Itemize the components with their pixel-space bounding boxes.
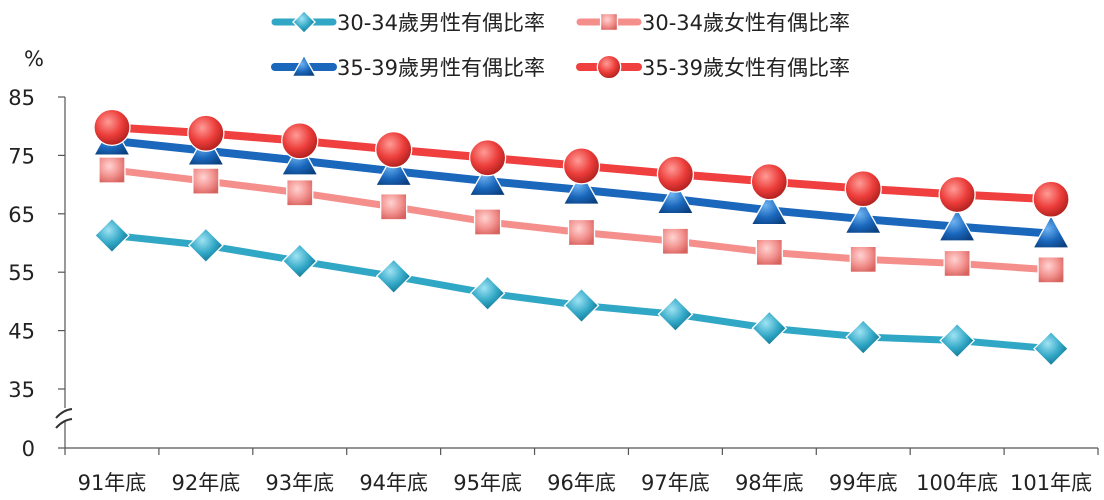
triangle-marker (291, 53, 317, 78)
series-layer (92, 108, 1071, 367)
circle-marker (750, 163, 788, 201)
diamond-marker (281, 243, 318, 280)
x-tick-label: 97年底 (641, 471, 710, 495)
x-tick-label: 91年底 (78, 471, 147, 495)
circle-marker (844, 170, 882, 208)
diamond-marker (657, 296, 694, 333)
y-tick-group: 0 35 45 55 65 75 85 (8, 86, 65, 461)
triangle-marker (562, 170, 601, 205)
legend-label: 35-39歲女性有偶比率 (642, 56, 850, 80)
legend-label: 30-34歲女性有偶比率 (642, 11, 850, 35)
square-marker (849, 245, 877, 274)
circle-marker (1032, 180, 1070, 218)
triangle-marker (656, 179, 695, 215)
y-axis-unit-label: % (24, 47, 44, 71)
x-tick-group: 91年底 92年底 93年底 94年底 95年底 96年底 97年底 98年底 99年底 100年… (64, 448, 1099, 495)
square-marker (473, 208, 502, 236)
y-tick-label: 55 (8, 261, 35, 285)
y-tick-label: 75 (8, 144, 35, 168)
triangle-marker (1031, 214, 1071, 249)
legend-label: 35-39歲男性有偶比率 (337, 56, 545, 80)
diamond-marker (1033, 330, 1069, 367)
triangle-marker (374, 151, 413, 187)
square-marker (192, 167, 220, 195)
diamond-marker (751, 310, 788, 347)
diamond-marker (375, 258, 412, 295)
diamond-marker (187, 227, 224, 264)
square-marker (380, 193, 408, 221)
diamond-marker (939, 322, 976, 359)
x-tick-label: 100年底 (916, 471, 998, 495)
circle-marker (281, 122, 319, 160)
triangle-marker (844, 199, 883, 235)
diamond-marker (563, 287, 600, 324)
x-tick-label: 93年底 (265, 471, 334, 495)
circle-marker (468, 139, 507, 177)
circle-marker (938, 175, 976, 214)
x-tick-label: 99年底 (829, 471, 898, 495)
diamond-marker (469, 275, 506, 312)
x-tick-label: 98年底 (735, 471, 804, 495)
legend: 30-34歲男性有偶比率 30-34歲女性有偶比率 35-39歲男性有偶比率 35-3… (271, 10, 850, 80)
y-tick-label: 0 (22, 437, 35, 461)
triangle-marker (938, 207, 977, 242)
x-tick-label: 92年底 (171, 471, 240, 495)
x-tick-label: 95年底 (453, 471, 522, 495)
circle-marker (187, 114, 225, 152)
circle-marker (656, 155, 695, 193)
square-marker (755, 238, 783, 266)
y-tick-label: 85 (8, 86, 35, 110)
y-tick-label: 35 (8, 378, 35, 402)
y-tick-label: 45 (8, 320, 35, 344)
diamond-marker (292, 10, 316, 34)
x-tick-label: 96年底 (547, 471, 616, 495)
square-marker (943, 249, 971, 278)
x-tick-label: 94年底 (359, 471, 428, 495)
triangle-marker (468, 161, 507, 197)
diamond-marker (845, 319, 882, 355)
diamond-marker (94, 217, 130, 254)
circle-marker (375, 130, 413, 169)
square-marker (599, 12, 619, 32)
square-marker (661, 227, 690, 255)
square-marker (286, 179, 314, 207)
circle-marker (562, 147, 601, 185)
square-marker (98, 156, 126, 184)
circle-marker (596, 54, 622, 80)
y-tick-label: 65 (8, 203, 35, 227)
circle-marker (93, 108, 131, 147)
triangle-marker (750, 190, 789, 226)
axis-break-icon (55, 408, 75, 429)
square-marker (1037, 256, 1065, 284)
x-tick-label: 101年底 (1010, 471, 1092, 495)
legend-label: 30-34歲男性有偶比率 (337, 11, 545, 35)
square-marker (567, 218, 596, 247)
